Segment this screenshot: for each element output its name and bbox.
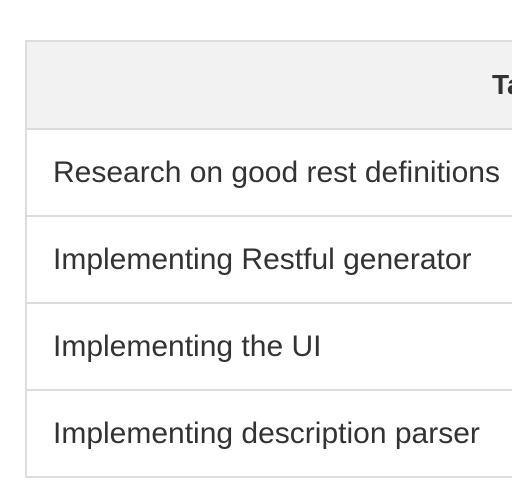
task-cell: Implementing Restful generator (27, 216, 512, 304)
table-header-row: Task (27, 42, 512, 130)
table-row: Implementing Restful generator (27, 216, 512, 304)
table-body: Research on good rest definitions Implem… (27, 129, 512, 476)
task-cell: Implementing the UI (27, 303, 512, 391)
table-row: Implementing description parser (27, 390, 512, 476)
task-cell: Research on good rest definitions (27, 129, 512, 217)
column-header-task: Task (27, 42, 512, 130)
column-header-label: Task (492, 69, 512, 100)
table-row: Implementing the UI (27, 303, 512, 391)
task-table: Task Research on good rest definitions I… (25, 40, 512, 478)
table-row: Research on good rest definitions (27, 129, 512, 217)
task-table-grid: Task Research on good rest definitions I… (27, 42, 512, 476)
task-cell: Implementing description parser (53, 416, 480, 450)
table-header: Task (27, 42, 512, 130)
